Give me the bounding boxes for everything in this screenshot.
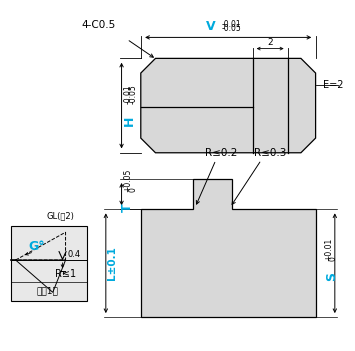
Text: 0: 0 [128,187,137,192]
Text: G°: G° [28,240,45,253]
Text: L±0.1: L±0.1 [107,246,117,280]
Text: GL(注2): GL(注2) [47,211,75,220]
Text: -0.05: -0.05 [128,84,137,104]
Polygon shape [141,58,316,153]
Bar [11,226,87,302]
Text: -0.01: -0.01 [221,20,241,29]
Text: E=2: E=2 [323,80,344,90]
Text: -0.05: -0.05 [221,24,241,33]
Text: 0.4: 0.4 [67,250,80,259]
Text: +0.05: +0.05 [123,169,132,192]
Text: R≤0.3: R≤0.3 [254,148,286,158]
Text: T: T [121,203,134,212]
Text: -0.01: -0.01 [123,84,132,104]
Text: H: H [123,116,136,126]
Text: R≤0.2: R≤0.2 [205,148,237,158]
Text: V: V [206,20,215,33]
Text: 4-C0.5: 4-C0.5 [81,20,116,31]
Text: 0: 0 [329,257,338,261]
Text: S: S [326,272,339,281]
Text: R≤1: R≤1 [55,269,76,279]
Polygon shape [141,179,316,317]
Text: +0.01: +0.01 [324,238,333,261]
Text: （注1）: （注1） [37,286,59,295]
Text: 2: 2 [267,38,273,47]
